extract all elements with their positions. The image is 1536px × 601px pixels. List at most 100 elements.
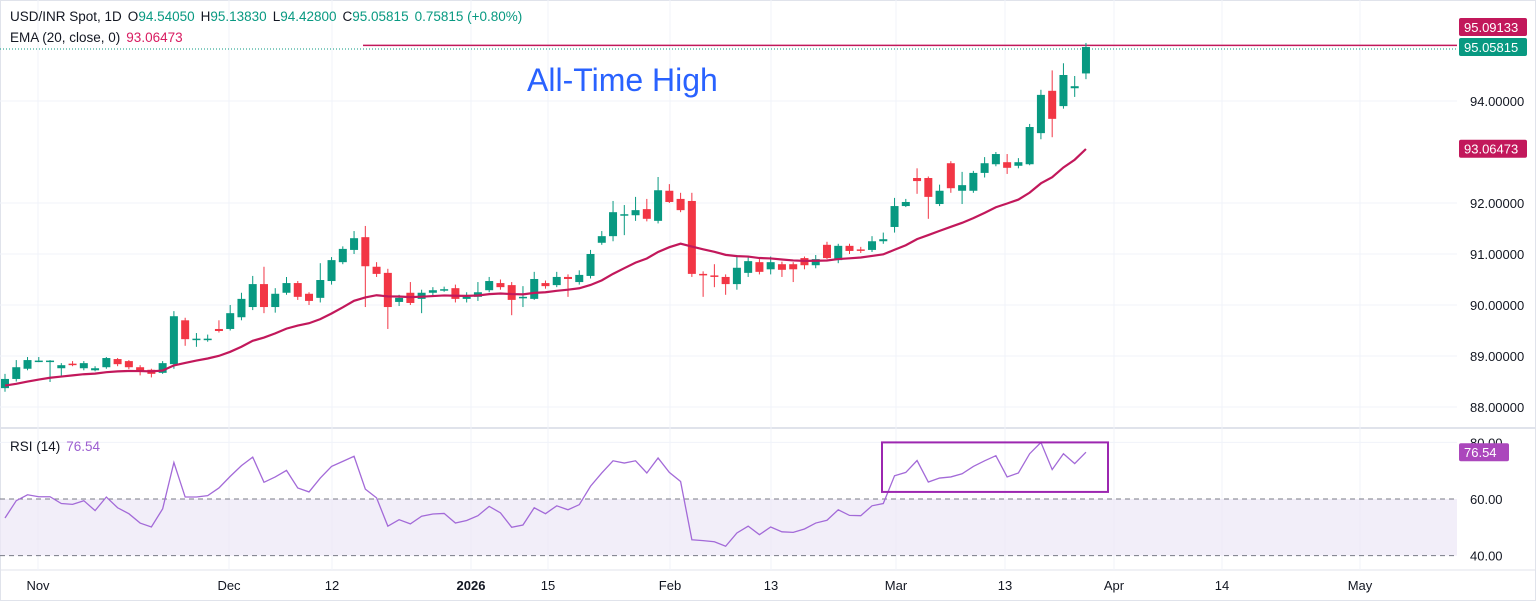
candle-up	[428, 290, 437, 293]
candle-up	[440, 289, 449, 291]
candle-up	[980, 163, 989, 173]
candle-up	[958, 185, 967, 191]
candle-up	[654, 190, 663, 221]
candle-down	[755, 262, 764, 272]
candle-up	[158, 363, 167, 373]
rsi-label: RSI (14)	[10, 439, 61, 454]
candle-up	[395, 297, 404, 302]
candle-up	[46, 360, 55, 363]
close-value: 95.05815	[352, 9, 409, 24]
candle-up	[766, 262, 775, 270]
x-tick-label: 13	[998, 578, 1012, 593]
candle-down	[665, 190, 674, 202]
candle-up	[834, 245, 843, 261]
candle-down	[913, 178, 922, 182]
candle-up	[935, 190, 944, 205]
candle-up	[552, 276, 561, 286]
candles	[1, 42, 1090, 392]
candle-down	[259, 284, 268, 308]
candle-down	[1048, 90, 1057, 119]
candle-down	[496, 283, 505, 288]
high-label: H	[200, 9, 211, 24]
candle-up	[248, 284, 257, 308]
x-tick-label: Feb	[659, 578, 681, 593]
candle-up	[327, 260, 336, 282]
candle-up	[609, 212, 618, 237]
candle-down	[507, 285, 516, 300]
candle-up	[57, 365, 66, 369]
candle-down	[451, 288, 460, 299]
rsi-price-tag-bg	[1459, 443, 1509, 462]
candle-up	[282, 283, 291, 293]
candle-up	[102, 358, 111, 368]
candle-up	[744, 261, 753, 273]
candle-down	[68, 363, 77, 366]
rsi-highlight-box	[881, 441, 1109, 493]
price-tick-label: 88.00000	[1470, 400, 1524, 415]
ema-price-tag-bg	[1459, 139, 1527, 158]
candle-up	[1025, 127, 1034, 165]
candle-up	[12, 367, 21, 379]
candle-up	[237, 298, 246, 318]
symbol-label: USD/INR Spot, 1D	[10, 9, 122, 24]
ohlc-legend: USD/INR Spot, 1D O94.54050 H95.13830 L94.42…	[10, 9, 528, 24]
candle-up	[23, 360, 32, 369]
price-tick-label: 92.00000	[1470, 196, 1524, 211]
price-tick-label: 91.00000	[1470, 247, 1524, 262]
candle-up	[169, 316, 178, 365]
candle-up	[350, 238, 359, 250]
change-value: 0.75815 (+0.80%)	[414, 9, 523, 24]
low-value: 94.42800	[280, 9, 337, 24]
ema-line	[4, 148, 1087, 387]
rsi-line	[4, 441, 1087, 548]
ema-price-tag: 93.06473	[1464, 142, 1518, 157]
candle-up	[586, 254, 595, 276]
close-label: C	[342, 9, 353, 24]
candle-down	[372, 266, 381, 274]
candle-up	[620, 214, 629, 216]
candle-up	[901, 201, 910, 207]
candle-up	[868, 241, 877, 250]
candle-down	[136, 367, 145, 372]
low-label: L	[272, 9, 281, 24]
candle-up	[485, 281, 494, 291]
rsi-value: 76.54	[66, 439, 101, 454]
candle-down	[293, 283, 302, 297]
candle-up	[530, 278, 539, 299]
candle-down	[1003, 162, 1012, 168]
x-tick-label: 12	[325, 578, 339, 593]
candle-down	[214, 328, 223, 332]
candle-down	[113, 359, 122, 365]
price-tick-label: 94.00000	[1470, 94, 1524, 109]
x-tick-label: May	[1348, 578, 1373, 593]
candle-up	[79, 363, 88, 369]
open-label: O	[127, 9, 139, 24]
x-tick-label: 14	[1215, 578, 1229, 593]
ema-value: 93.06473	[126, 30, 183, 45]
candle-down	[361, 237, 370, 267]
candle-up	[879, 239, 888, 242]
candle-down	[642, 209, 651, 219]
candle-down	[305, 293, 314, 301]
candle-up	[811, 259, 820, 266]
candle-up	[1, 378, 9, 389]
price-tick-label: 90.00000	[1470, 298, 1524, 313]
candle-down	[946, 163, 955, 189]
last-price-tag: 95.05815	[1464, 40, 1518, 55]
x-tick-label: Dec	[217, 578, 241, 593]
candle-down	[541, 283, 550, 287]
x-tick-label: 15	[541, 578, 555, 593]
rsi-tick-label: 60.00	[1470, 492, 1503, 507]
candle-down	[710, 275, 719, 277]
candle-down	[924, 178, 933, 197]
candle-up	[1036, 94, 1045, 134]
candle-up	[575, 274, 584, 283]
rsi-band	[0, 499, 1457, 556]
ema-label: EMA (20, close, 0)	[10, 30, 121, 45]
candle-up	[1059, 74, 1068, 107]
ath-price-tag-bg	[1459, 18, 1527, 36]
candle-down	[676, 198, 685, 211]
candle-up	[991, 154, 1000, 165]
rsi-price-tag: 76.54	[1464, 445, 1497, 460]
